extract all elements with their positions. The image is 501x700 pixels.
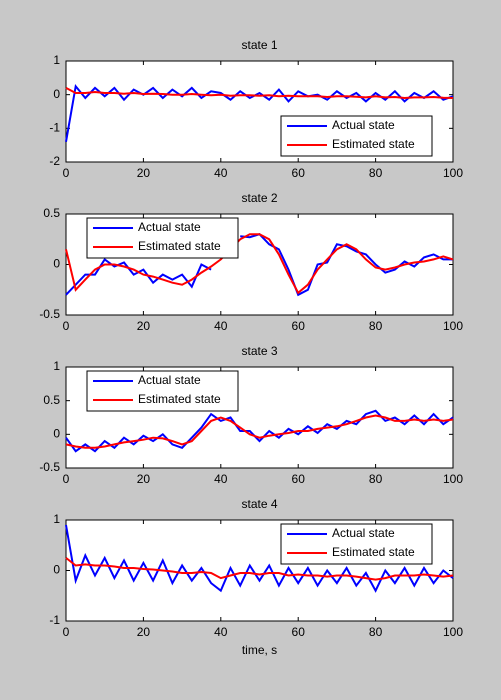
x-tick-label: 100	[443, 472, 463, 486]
x-tick-label: 40	[214, 319, 228, 333]
y-tick-label: -2	[49, 154, 60, 168]
x-tick-label: 60	[292, 319, 306, 333]
x-tick-label: 20	[137, 319, 151, 333]
x-tick-label: 0	[63, 166, 70, 180]
legend-label: Actual state	[332, 526, 395, 540]
x-tick-label: 0	[63, 319, 70, 333]
y-tick-label: 0	[53, 87, 60, 101]
y-tick-label: -0.5	[39, 460, 60, 474]
x-tick-label: 80	[369, 166, 383, 180]
series-line	[65, 87, 454, 100]
y-tick-label: 0	[53, 257, 60, 271]
legend-label: Estimated state	[138, 239, 221, 253]
x-tick-label: 20	[137, 166, 151, 180]
x-tick-label: 40	[214, 472, 228, 486]
x-tick-label: 40	[214, 166, 228, 180]
x-tick-label: 40	[214, 625, 228, 639]
x-tick-label: 100	[443, 166, 463, 180]
y-tick-label: 0.5	[43, 206, 60, 220]
legend-label: Actual state	[332, 118, 395, 132]
y-tick-label: -1	[49, 121, 60, 135]
chart-title: state 2	[241, 191, 277, 205]
x-tick-label: 100	[443, 625, 463, 639]
chart-title: state 4	[241, 497, 277, 511]
legend-label: Actual state	[138, 373, 201, 387]
y-tick-label: -0.5	[39, 307, 60, 321]
x-tick-label: 60	[292, 472, 306, 486]
x-axis-label: time, s	[242, 643, 277, 657]
legend-label: Estimated state	[332, 137, 415, 151]
y-tick-label: -1	[49, 613, 60, 627]
y-tick-label: 1	[53, 512, 60, 526]
legend-label: Estimated state	[138, 392, 221, 406]
chart-title: state 3	[241, 344, 277, 358]
x-tick-label: 0	[63, 472, 70, 486]
legend-label: Estimated state	[332, 545, 415, 559]
legend	[86, 370, 239, 412]
y-tick-label: 0	[53, 563, 60, 577]
x-tick-label: 0	[63, 625, 70, 639]
x-tick-label: 20	[137, 625, 151, 639]
x-tick-label: 80	[369, 472, 383, 486]
x-tick-label: 100	[443, 319, 463, 333]
y-tick-label: 0	[53, 427, 60, 441]
x-tick-label: 80	[369, 625, 383, 639]
x-tick-label: 80	[369, 319, 383, 333]
series-line	[65, 233, 454, 295]
y-tick-label: 1	[53, 359, 60, 373]
legend	[280, 523, 433, 565]
legend	[280, 115, 433, 157]
x-tick-label: 60	[292, 166, 306, 180]
series-line	[65, 414, 454, 449]
y-tick-label: 1	[53, 53, 60, 67]
x-tick-label: 60	[292, 625, 306, 639]
legend-label: Actual state	[138, 220, 201, 234]
series-line	[65, 524, 454, 593]
legend	[86, 217, 239, 259]
y-tick-label: 0.5	[43, 393, 60, 407]
series-line	[65, 557, 454, 581]
x-tick-label: 20	[137, 472, 151, 486]
chart-title: state 1	[241, 38, 277, 52]
